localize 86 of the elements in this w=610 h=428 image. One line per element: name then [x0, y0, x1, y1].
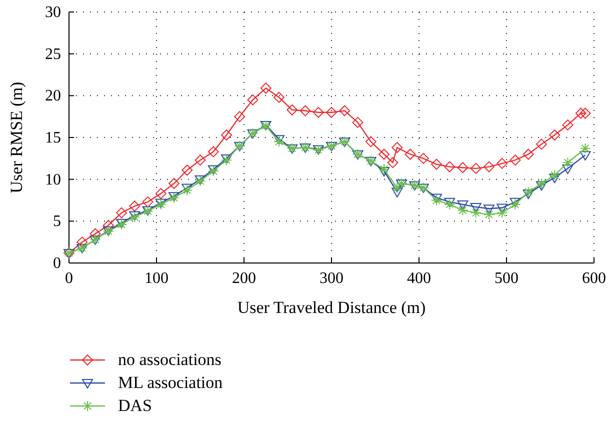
point [182, 184, 193, 194]
point [378, 166, 390, 176]
x-tick-label: 0 [65, 270, 73, 287]
point [562, 157, 574, 168]
point [274, 92, 284, 103]
point [418, 152, 429, 164]
x-tick-label: 400 [407, 270, 431, 287]
y-tick-label: 25 [45, 46, 61, 63]
point [575, 108, 586, 119]
point [326, 106, 337, 118]
point [247, 94, 258, 106]
point [522, 186, 534, 198]
point [182, 164, 193, 176]
point [208, 146, 219, 158]
point [536, 138, 547, 150]
point [90, 228, 101, 240]
x-tick-label: 500 [494, 270, 518, 287]
y-tick-label: 15 [45, 130, 61, 146]
point [457, 200, 468, 210]
point [470, 162, 482, 174]
point [484, 204, 494, 214]
point [168, 178, 180, 190]
point [562, 164, 574, 174]
point [392, 182, 403, 194]
point [549, 170, 560, 181]
point [484, 208, 494, 220]
x-axis-title: User Traveled Distance (m) [237, 298, 426, 317]
point [312, 106, 324, 118]
point [580, 151, 591, 161]
point [221, 129, 232, 140]
point [484, 161, 494, 172]
point [470, 202, 482, 212]
point [392, 188, 403, 198]
point [116, 207, 127, 218]
point [194, 154, 206, 166]
legend-label: no associations [118, 350, 222, 369]
x-tick-label: 200 [232, 270, 256, 287]
point [510, 154, 521, 166]
point [339, 105, 350, 116]
y-axis-title: User RMSE (m) [7, 82, 26, 194]
point [392, 142, 403, 154]
point [274, 135, 284, 145]
point [457, 204, 468, 216]
point [549, 129, 560, 140]
point [522, 148, 534, 160]
point [431, 158, 442, 170]
point [457, 162, 468, 174]
point [562, 119, 574, 130]
point [580, 108, 591, 119]
y-tick-label: 30 [45, 4, 61, 21]
point [76, 236, 88, 248]
point [404, 148, 416, 160]
y-tick-label: 10 [45, 171, 61, 188]
y-tick-label: 20 [45, 88, 61, 105]
point [536, 181, 547, 191]
point [510, 198, 521, 208]
legend-label: DAS [118, 396, 152, 415]
point [300, 105, 311, 116]
point [496, 207, 508, 218]
point [102, 220, 114, 231]
legend-label: ML association [118, 373, 224, 392]
point [234, 111, 246, 122]
point [378, 148, 390, 160]
y-tick-label: 5 [53, 213, 61, 230]
point [129, 200, 140, 212]
point [378, 164, 390, 175]
point [260, 82, 272, 94]
point [365, 136, 376, 148]
point [470, 207, 482, 218]
x-tick-label: 300 [320, 270, 344, 287]
point [352, 116, 364, 128]
point [536, 178, 547, 190]
point [286, 104, 298, 116]
point [387, 157, 398, 168]
x-tick-label: 600 [582, 270, 606, 287]
point [549, 174, 560, 184]
point [142, 196, 154, 208]
point [580, 142, 591, 154]
y-tick-label: 0 [53, 255, 61, 272]
point [155, 188, 166, 200]
point [431, 194, 442, 204]
point [496, 158, 508, 169]
point [444, 161, 456, 172]
point [522, 190, 534, 200]
x-tick-label: 100 [144, 270, 168, 287]
point [444, 198, 456, 208]
